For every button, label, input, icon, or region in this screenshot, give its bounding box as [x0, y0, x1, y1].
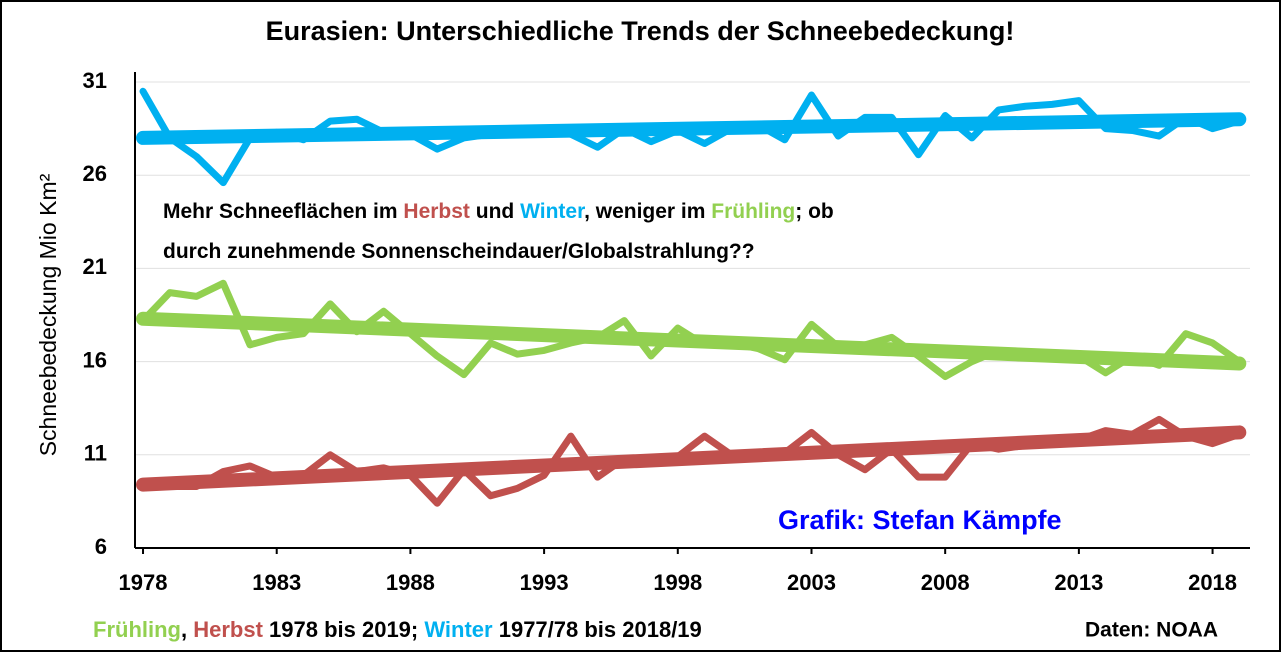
x-tick-label: 1983: [252, 570, 301, 595]
x-tick-label: 2013: [1054, 570, 1103, 595]
text-segment: 1978 bis 2019;: [263, 617, 424, 642]
series-line: [139, 87, 1243, 187]
x-tick-label: 2003: [787, 570, 836, 595]
y-axis-label: Schneebedeckung Mio Km²: [35, 173, 61, 456]
text-segment: ,: [181, 617, 193, 642]
trend-line: [136, 112, 1247, 145]
text-segment: 1977/78 bis 2018/19: [493, 617, 702, 642]
y-tick-label: 16: [83, 347, 107, 372]
footer: Frühling, Herbst 1978 bis 2019; Winter 1…: [93, 617, 702, 642]
text-segment: Herbst: [193, 617, 263, 642]
text-segment: Mehr Schneeflächen im: [163, 200, 403, 223]
x-tick-label: 1978: [119, 570, 168, 595]
text-segment: ; ob: [795, 200, 833, 223]
x-tick-label: 1993: [520, 570, 569, 595]
text-segment: durch zunehmende Sonnenscheindauer/Globa…: [163, 240, 755, 263]
chart-title: Eurasien: Unterschiedliche Trends der Sc…: [266, 16, 1015, 46]
credit: Grafik: Stefan Kämpfe: [778, 505, 1062, 535]
y-tick-label: 26: [83, 161, 107, 186]
x-tick-label: 1988: [386, 570, 435, 595]
x-tick-label: 2018: [1188, 570, 1237, 595]
text-segment: Winter: [520, 200, 585, 223]
trend-line: [136, 311, 1247, 371]
annotation: durch zunehmende Sonnenscheindauer/Globa…: [163, 240, 755, 263]
trend-line: [136, 425, 1247, 492]
y-tick-label: 11: [84, 441, 107, 466]
y-tick-label: 6: [95, 534, 107, 559]
annotation: Mehr Schneeflächen im Herbst und Winter,…: [163, 200, 834, 223]
text-segment: Herbst: [403, 200, 470, 223]
x-tick-label: 1998: [653, 570, 702, 595]
text-segment: Frühling: [711, 200, 795, 223]
y-tick-label: 21: [83, 254, 107, 279]
text-segment: Winter: [424, 617, 493, 642]
text-segment: , weniger im: [584, 200, 711, 223]
source: Daten: NOAA: [1085, 619, 1218, 642]
text-segment: und: [470, 200, 520, 223]
y-tick-label: 31: [83, 68, 107, 93]
x-tick-label: 2008: [921, 570, 970, 595]
text-segment: Frühling: [93, 617, 181, 642]
